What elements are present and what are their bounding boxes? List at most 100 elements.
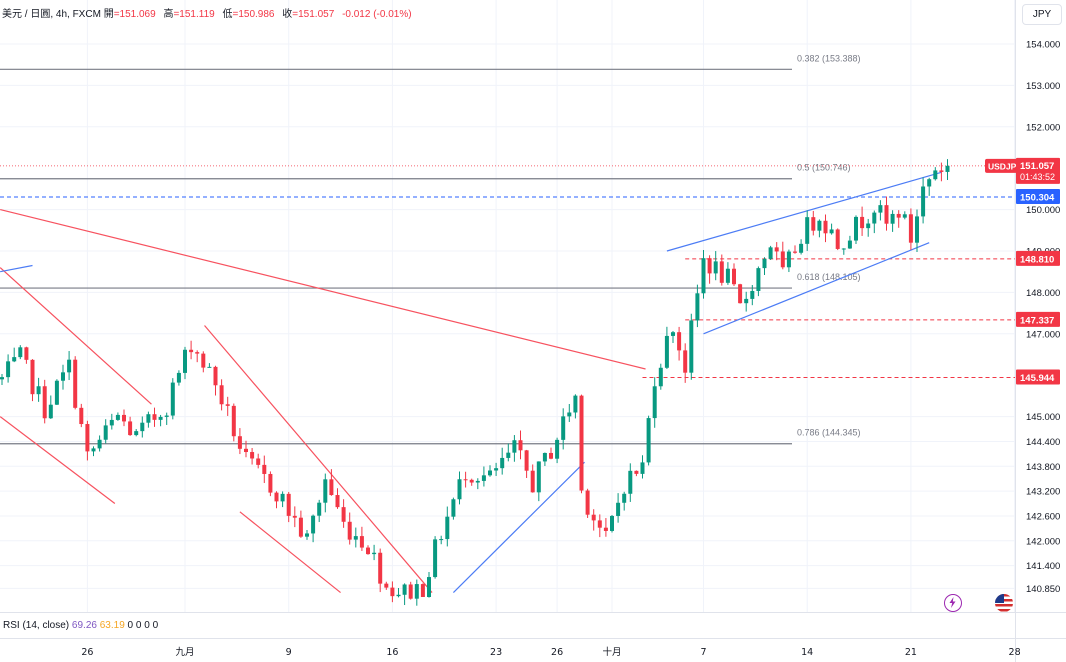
candle-body — [786, 251, 791, 268]
candle — [634, 470, 639, 477]
candle — [189, 340, 194, 360]
candle-body — [927, 179, 932, 187]
candle-body — [463, 479, 468, 481]
candle — [396, 587, 401, 598]
candle — [408, 581, 413, 600]
candle-body — [719, 261, 724, 283]
lightning-icon[interactable] — [944, 594, 962, 612]
price-tick-label: 142.600 — [1026, 511, 1060, 522]
level-tag — [1016, 189, 1060, 205]
price-tick-label: 143.200 — [1026, 487, 1060, 498]
candle-body — [921, 186, 926, 217]
candle-body — [945, 165, 950, 172]
candle-body — [115, 414, 120, 420]
candle-body — [744, 298, 749, 304]
candle-body — [841, 248, 846, 250]
candle — [695, 284, 700, 328]
candle-body — [347, 521, 352, 540]
candle — [945, 159, 950, 181]
rsi-label: RSI (14, close) — [3, 620, 70, 631]
candle — [390, 581, 395, 603]
candle — [0, 374, 4, 385]
candle — [140, 416, 145, 438]
candle-body — [12, 357, 17, 362]
us-flag-icon[interactable] — [995, 594, 1013, 612]
candle-body — [616, 502, 621, 516]
candle — [762, 257, 767, 275]
candle — [774, 242, 779, 261]
candle — [847, 235, 852, 249]
candle-body — [73, 359, 78, 408]
candle-body — [323, 479, 328, 503]
candle-body — [915, 216, 919, 243]
candle — [701, 249, 706, 299]
level-tag-label: 148.810 — [1020, 254, 1054, 265]
candle — [671, 331, 675, 343]
candle-body — [195, 352, 200, 354]
candle — [933, 167, 938, 181]
candle — [158, 414, 163, 427]
candle — [237, 428, 242, 455]
candle — [646, 415, 651, 466]
candle-body — [750, 290, 755, 299]
high-label: 高 — [163, 9, 174, 20]
candle — [225, 396, 230, 416]
candle-body — [756, 268, 761, 291]
candle — [481, 466, 486, 487]
candle-body — [707, 258, 712, 274]
candle — [597, 514, 602, 538]
bar-countdown: 01:43:52 — [1020, 172, 1055, 182]
candle-body — [335, 495, 340, 508]
candle — [280, 491, 285, 508]
trend-line — [204, 325, 433, 593]
candle — [335, 488, 340, 509]
candle-body — [140, 422, 145, 432]
candle-body — [683, 350, 688, 373]
candle-body — [292, 515, 297, 518]
candle-body — [359, 536, 364, 548]
candle-body — [866, 223, 871, 229]
candle-body — [469, 479, 474, 483]
price-tick-label: 150.000 — [1026, 205, 1060, 216]
candle-body — [6, 361, 11, 378]
close-value: =151.057 — [292, 9, 335, 20]
candle — [744, 291, 749, 312]
candle — [433, 536, 438, 579]
candle-body — [542, 452, 547, 462]
candle-body — [524, 450, 529, 471]
candle — [366, 545, 370, 555]
candle-body — [823, 220, 828, 234]
candle — [286, 491, 291, 523]
candle — [683, 343, 688, 383]
level-tag — [1016, 250, 1060, 266]
candle — [195, 350, 200, 363]
candle-body — [433, 539, 438, 578]
level-tag — [1016, 369, 1060, 385]
candle — [664, 326, 669, 369]
candle-body — [457, 479, 462, 500]
candle — [768, 245, 773, 260]
candle — [134, 429, 139, 437]
symbol-info[interactable]: 美元 / 日圓, 4h, FXCM — [2, 9, 101, 20]
candle — [463, 471, 468, 488]
candle — [890, 210, 895, 232]
candle-body — [97, 439, 102, 449]
candle-body — [67, 359, 72, 373]
candle-body — [555, 439, 560, 459]
candle — [628, 463, 633, 502]
price-tick-label: 148.000 — [1026, 288, 1060, 299]
candle — [512, 435, 517, 462]
symbol-tag — [985, 158, 1019, 173]
level-tag — [1016, 311, 1060, 327]
candle-body — [481, 475, 486, 481]
candle-body — [591, 514, 596, 521]
currency-button[interactable]: JPY — [1022, 4, 1062, 25]
candle — [402, 583, 407, 606]
rsi-legend[interactable]: RSI (14, close) 69.26 63.19 0 0 0 0 — [3, 620, 158, 631]
candle — [67, 351, 72, 381]
candle-body — [518, 440, 523, 451]
candle-body — [445, 516, 450, 540]
candle — [707, 255, 712, 284]
candle — [658, 363, 663, 390]
